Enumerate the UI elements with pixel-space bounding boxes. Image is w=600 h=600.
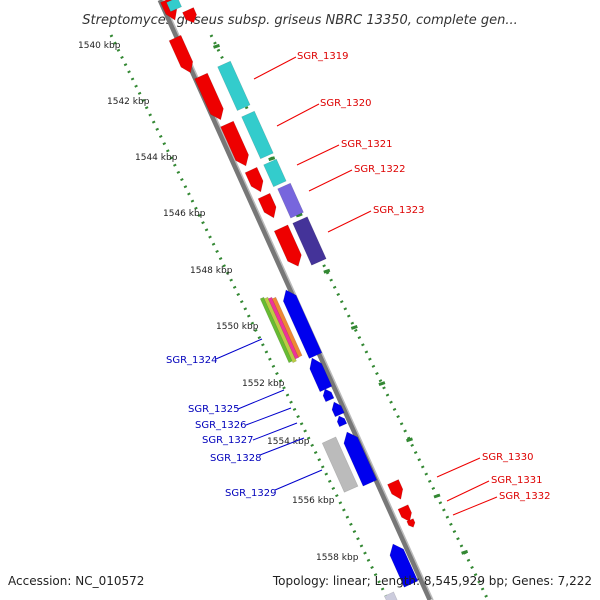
leader-line-sgr-1327	[252, 422, 298, 441]
leader-line-sgr-1332	[452, 496, 498, 516]
gene-feature-blue-5[interactable]	[336, 415, 348, 428]
leader-line-sgr-1325	[237, 389, 285, 410]
kbp-label-1554: 1554 kbp	[267, 437, 310, 447]
leader-line-sgr-1321	[296, 144, 340, 166]
leader-line-sgr-1324	[215, 338, 263, 360]
grey-feature-2[interactable]	[384, 591, 398, 600]
kbp-tick-dash	[378, 381, 386, 387]
gene-labels-right: SGR_1319 SGR_1320 SGR_1321 SGR_1322 SGR_…	[253, 51, 551, 516]
gene-label-sgr-1319[interactable]: SGR_1319	[297, 51, 349, 62]
gene-feature-red-5[interactable]	[257, 192, 277, 219]
gene-labels-left: SGR_1324 SGR_1325 SGR_1326 SGR_1327 SGR_…	[166, 338, 323, 499]
kbp-tick-dash	[295, 212, 303, 218]
leader-line-sgr-1320	[276, 103, 320, 127]
gene-feature-red-3[interactable]	[220, 120, 249, 167]
gene-label-sgr-1332[interactable]: SGR_1332	[499, 491, 551, 502]
kbp-label-1556: 1556 kbp	[292, 496, 335, 506]
gene-label-sgr-1322[interactable]: SGR_1322	[354, 164, 406, 175]
teal-feature-3[interactable]	[263, 158, 287, 188]
gene-feature-blue-7[interactable]	[389, 543, 419, 588]
gene-label-sgr-1327[interactable]: SGR_1327	[202, 435, 254, 446]
gene-feature-blue-1[interactable]	[282, 289, 323, 359]
gene-label-sgr-1320[interactable]: SGR_1320	[320, 98, 372, 109]
gene-label-sgr-1324[interactable]: SGR_1324	[166, 355, 218, 366]
gene-feature-red-8[interactable]	[397, 504, 412, 523]
gene-feature-red-2[interactable]	[194, 72, 224, 121]
teal-feature-1[interactable]	[217, 60, 251, 111]
stripe-feature-orange[interactable]	[271, 296, 303, 358]
kbp-label-1558: 1558 kbp	[316, 553, 359, 563]
gene-label-sgr-1321[interactable]: SGR_1321	[341, 139, 393, 150]
topology-text: Topology: linear; Length: 8,545,929 bp; …	[272, 574, 592, 588]
leader-line-sgr-1330	[436, 457, 481, 478]
kbp-label-1546: 1546 kbp	[163, 209, 206, 219]
kbp-label-1550: 1550 kbp	[216, 322, 259, 332]
kbp-label-1540: 1540 kbp	[78, 41, 121, 51]
gene-label-sgr-1331[interactable]: SGR_1331	[491, 475, 543, 486]
gene-feature-red-7[interactable]	[387, 479, 404, 500]
purple-feature-1[interactable]	[277, 182, 304, 219]
gene-label-sgr-1330[interactable]: SGR_1330	[482, 452, 534, 463]
kbp-tick-dash	[461, 549, 469, 555]
stripe-feature-yellow[interactable]	[263, 296, 297, 364]
gene-feature-red-1[interactable]	[168, 34, 194, 74]
kbp-tick-dash	[323, 268, 331, 274]
kbp-tick-dash	[268, 156, 276, 162]
gene-label-sgr-1323[interactable]: SGR_1323	[373, 205, 425, 216]
map-title: Streptomyces griseus subsp. griseus NBRC…	[82, 13, 517, 28]
gene-feature-blue-6[interactable]	[343, 431, 378, 487]
kbp-label-1548: 1548 kbp	[190, 266, 233, 276]
kbp-label-1542: 1542 kbp	[107, 97, 150, 107]
kbp-tick-dash	[213, 43, 220, 49]
kbp-tick-dash	[350, 324, 358, 330]
gene-label-sgr-1325[interactable]: SGR_1325	[188, 404, 240, 415]
leader-line-sgr-1323	[327, 210, 372, 233]
leader-line-sgr-1331	[446, 480, 490, 502]
teal-feature-2[interactable]	[241, 110, 274, 160]
kbp-tick-dash	[433, 493, 441, 499]
leader-line-sgr-1319	[253, 56, 297, 80]
teal-feature-top[interactable]	[166, 0, 182, 12]
gene-feature-red-6[interactable]	[273, 224, 302, 267]
gene-feature-red-9[interactable]	[406, 518, 416, 528]
gene-feature-blue-4[interactable]	[331, 401, 345, 418]
grey-feature-1[interactable]	[321, 436, 359, 493]
dark-purple-feature-1[interactable]	[292, 216, 327, 266]
gene-feature-blue-2[interactable]	[309, 357, 333, 393]
kbp-tick-dash	[406, 437, 413, 443]
leader-line-sgr-1329	[274, 469, 323, 491]
left-dotted-guide	[109, 34, 390, 600]
gene-label-sgr-1328[interactable]: SGR_1328	[210, 453, 262, 464]
gene-label-sgr-1329[interactable]: SGR_1329	[225, 488, 277, 499]
kbp-label-1552: 1552 kbp	[242, 379, 285, 389]
gene-features	[160, 0, 419, 600]
accession-text: Accession: NC_010572	[8, 574, 144, 588]
stripe-feature-pink[interactable]	[267, 296, 300, 360]
leader-line-sgr-1326	[245, 407, 292, 426]
gene-label-sgr-1326[interactable]: SGR_1326	[195, 420, 247, 431]
gene-feature-red-4[interactable]	[244, 166, 264, 193]
kbp-tick-labels: 1540 kbp 1542 kbp 1544 kbp 1546 kbp 1548…	[78, 41, 359, 563]
leader-line-sgr-1322	[308, 169, 353, 192]
gene-feature-blue-3[interactable]	[322, 388, 335, 403]
gene-feature-red-top-2[interactable]	[182, 7, 197, 24]
kbp-label-1544: 1544 kbp	[135, 153, 178, 163]
leader-line-sgr-1328	[259, 437, 305, 456]
